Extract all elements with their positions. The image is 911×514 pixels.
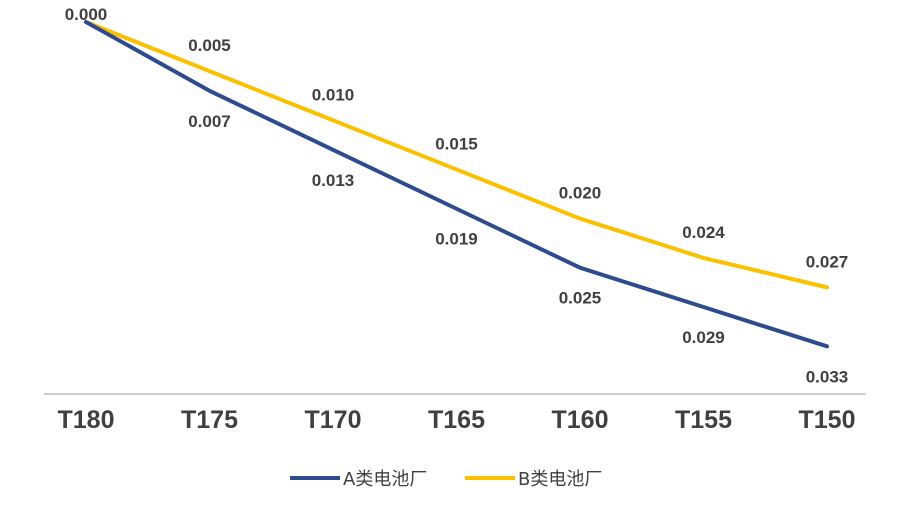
x-tick-label-t165: T165 <box>428 406 485 434</box>
legend-item-a: A类电池厂 <box>290 469 427 490</box>
x-tick-label-t155: T155 <box>675 406 732 434</box>
legend-label-a: A类电池厂 <box>343 469 427 490</box>
data-label-b-t165: 0.015 <box>435 134 478 153</box>
series-line-b <box>84 20 829 290</box>
data-label-a-t175: 0.007 <box>188 112 231 131</box>
data-label-b-t170: 0.010 <box>312 85 355 104</box>
data-label-a-t155: 0.029 <box>682 328 725 347</box>
data-label-a-t180: 0.000 <box>65 5 108 24</box>
data-label-b-t160: 0.020 <box>559 184 602 203</box>
data-label-a-t165: 0.019 <box>435 230 478 249</box>
data-label-b-t155: 0.024 <box>682 223 725 242</box>
legend-item-b: B类电池厂 <box>465 469 602 490</box>
data-label-a-t160: 0.025 <box>559 289 602 308</box>
series-lines <box>84 20 829 349</box>
data-label-a-t170: 0.013 <box>312 171 355 190</box>
legend: A类电池厂 B类电池厂 <box>290 469 602 490</box>
series-line-a <box>84 20 829 349</box>
x-tick-label-t175: T175 <box>181 406 238 434</box>
x-tick-label-t180: T180 <box>58 406 115 434</box>
data-label-b-t175: 0.005 <box>188 36 231 55</box>
x-tick-label-t170: T170 <box>305 406 362 434</box>
data-labels: 0.000 0.007 0.013 0.019 0.025 0.029 0.033 0.005… <box>65 5 849 386</box>
x-tick-label-t150: T150 <box>799 406 856 434</box>
legend-label-b: B类电池厂 <box>518 469 602 490</box>
x-tick-label-t160: T160 <box>552 406 609 434</box>
data-label-a-t150: 0.033 <box>806 367 849 386</box>
x-axis: T180 T175 T170 T165 T160 T155 T150 <box>44 393 866 434</box>
data-label-b-t150: 0.027 <box>806 252 849 271</box>
